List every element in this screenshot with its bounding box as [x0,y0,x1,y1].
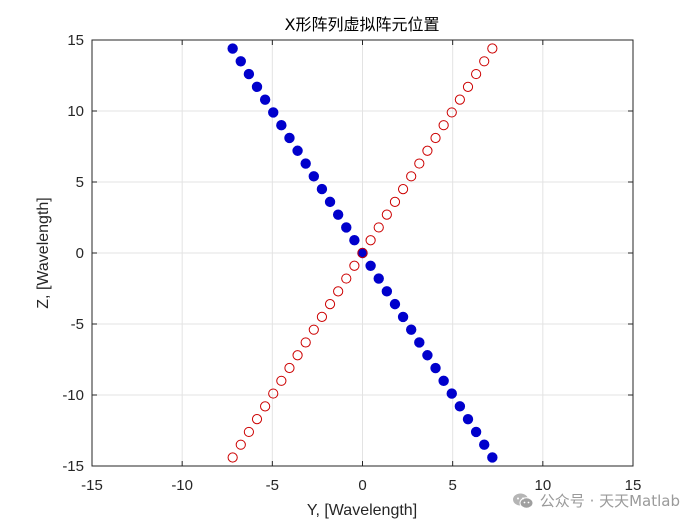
x-tick-label: -10 [171,477,193,494]
filled-point [438,375,449,387]
filled-point [430,362,441,374]
data-markers [227,43,498,463]
filled-point [284,132,295,144]
open-point [462,81,474,92]
open-point [454,94,465,105]
open-point [422,145,433,156]
x-tick-label: 10 [534,477,551,494]
y-tick-label: -5 [71,316,84,333]
open-point [397,184,409,195]
filled-point [479,439,490,450]
open-point [389,196,401,207]
x-tick-label: 0 [358,477,366,494]
plot-frame [91,39,634,467]
filled-point [462,413,474,425]
filled-point [308,171,320,182]
open-point [243,426,254,438]
open-point [373,222,384,233]
open-point [235,439,246,450]
x-tick-label: -5 [266,477,279,494]
filled-point [365,260,376,271]
y-tick-label: 10 [67,103,84,120]
filled-point [349,235,360,246]
filled-point [324,196,336,208]
filled-point [227,43,238,54]
open-point [284,362,295,374]
filled-point [292,145,303,156]
filled-point [259,94,271,105]
open-point [479,56,490,67]
wechat-icon [512,493,534,509]
open-point [487,43,498,54]
y-axis-label: Z, [Wavelength] [35,197,52,308]
open-point [276,375,287,386]
open-point [333,286,344,297]
open-point [406,171,417,182]
open-point [292,350,303,361]
open-point [316,311,328,322]
watermark: 公众号 · 天天Matlab [512,490,680,511]
filled-point [235,56,246,67]
open-point [357,247,368,259]
filled-point [381,286,393,297]
open-point [365,235,376,246]
open-point [251,414,263,425]
filled-point [268,107,279,118]
open-point [308,324,319,335]
filled-point [373,273,384,284]
x-axis-label: Y, [Wavelength] [307,502,417,519]
y-tick-label: 0 [76,245,84,262]
filled-point [422,350,433,361]
open-point [341,273,352,284]
open-point [268,388,279,399]
y-tick-label: -10 [62,387,84,404]
filled-point [397,311,409,323]
filled-point [470,426,482,438]
open-point [324,299,336,310]
open-point [438,120,449,131]
x-tick-label: 5 [448,477,456,494]
open-point [430,132,441,144]
tick-labels: -15 -10 -5 0 5 10 15 -15 -10 -5 0 5 10 15 [62,32,641,494]
filled-point [446,388,457,399]
filled-point [243,68,255,80]
y-tick-label: -15 [62,458,84,475]
filled-point [300,158,311,169]
x-tick-label: 15 [625,477,642,494]
y-tick-label: 5 [76,174,84,191]
open-point [227,452,238,463]
open-point [381,209,392,220]
filled-point [454,401,466,412]
filled-point [276,119,287,131]
chart-title: X形阵列虚拟阵元位置 [285,15,440,34]
filled-point [316,183,328,195]
filled-point [414,337,425,348]
filled-point [389,298,401,310]
filled-point [405,324,417,335]
open-point [260,401,271,412]
open-point [471,68,482,80]
open-point [446,107,457,118]
x-tick-label: -15 [81,477,103,494]
filled-point [341,222,352,233]
y-tick-label: 15 [67,32,84,49]
filled-point [487,452,498,463]
open-point [300,337,311,348]
open-point [349,260,360,271]
filled-point [251,81,263,93]
open-point [414,158,425,169]
watermark-text: 公众号 · 天天Matlab [539,492,680,510]
filled-point [332,209,344,220]
